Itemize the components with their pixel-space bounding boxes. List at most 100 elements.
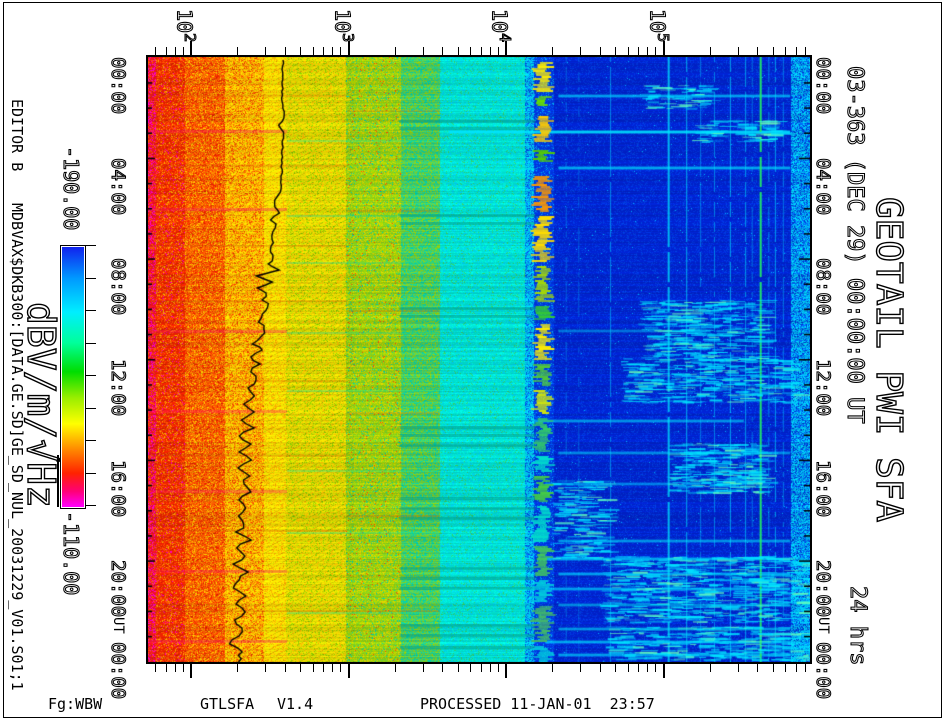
freq-tick-top	[457, 47, 459, 55]
freq-tick-top	[655, 47, 657, 55]
footer-fg: Fg:WBW	[48, 695, 103, 713]
freq-tick-top	[332, 47, 334, 55]
freq-tick-top	[442, 47, 444, 55]
time-label-left-20:00: 20:00	[106, 560, 129, 618]
time-label-right-20:00: 20:00	[811, 560, 834, 618]
time-label-right-12:00: 12:00	[811, 358, 834, 417]
freq-tick-top	[265, 47, 267, 55]
freq-tick-bottom	[615, 664, 617, 672]
time-label-right-16:00: 16:00	[811, 459, 834, 517]
time-label-left-00:00: 00:00	[106, 56, 129, 115]
colorbar-tick	[85, 375, 96, 376]
freq-tick-top	[785, 47, 787, 55]
freq-tick-top	[190, 41, 192, 55]
freq-tick-top	[470, 47, 472, 55]
time-label-left-08:00: 08:00	[106, 258, 129, 316]
freq-tick-bottom	[647, 664, 649, 672]
freq-tick-top	[237, 47, 239, 55]
freq-tick-bottom	[284, 664, 286, 672]
freq-tick-top	[165, 47, 167, 55]
freq-tick-top	[662, 41, 665, 55]
start-time-label: 03-363 (DEC 29) 00:00:00 UT	[841, 65, 867, 424]
editor-label: EDITOR B	[8, 99, 26, 172]
freq-tick-bottom	[737, 664, 739, 672]
freq-tick-top	[709, 47, 711, 55]
freq-tick-bottom	[552, 664, 554, 672]
time-label-left-12:00: 12:00	[106, 358, 129, 417]
freq-tick-top	[647, 47, 649, 55]
freq-tick-bottom	[757, 664, 759, 672]
time-label-left-04:00: 04:00	[106, 157, 129, 215]
freq-tick-bottom	[165, 664, 167, 672]
freq-decade-label-10e3: 103	[329, 8, 357, 43]
freq-tick-bottom	[174, 664, 176, 672]
freq-tick-bottom	[470, 664, 472, 672]
freq-tick-bottom	[662, 664, 665, 678]
colorbar-tick	[85, 505, 96, 506]
freq-tick-top	[394, 47, 396, 55]
colorbar-gradient	[62, 247, 84, 507]
freq-tick-bottom	[300, 664, 302, 672]
footer-processed: PROCESSED 11-JAN-01 23:57	[420, 695, 655, 713]
freq-tick-top	[174, 47, 176, 55]
freq-tick-top	[757, 47, 759, 55]
freq-tick-bottom	[332, 664, 334, 672]
freq-tick-bottom	[394, 664, 396, 672]
freq-tick-bottom	[182, 664, 184, 672]
freq-tick-top	[638, 47, 640, 55]
freq-tick-bottom	[312, 664, 314, 672]
freq-tick-bottom	[497, 664, 499, 672]
freq-tick-bottom	[422, 664, 424, 672]
freq-tick-top	[552, 47, 554, 55]
freq-tick-top	[284, 47, 286, 55]
freq-tick-bottom	[190, 664, 192, 678]
freq-tick-top	[347, 41, 350, 55]
freq-tick-bottom	[709, 664, 711, 672]
time-label-left-16:00: 16:00	[106, 459, 129, 517]
freq-tick-top	[737, 47, 739, 55]
footer-version: V1.4	[277, 695, 314, 713]
freq-tick-top	[599, 47, 601, 55]
colorbar-tick	[85, 342, 96, 344]
colorbar-min-label: -110.00	[58, 510, 83, 596]
freq-tick-bottom	[480, 664, 482, 672]
freq-tick-bottom	[785, 664, 787, 672]
freq-tick-bottom	[505, 664, 507, 678]
freq-tick-bottom	[772, 664, 774, 672]
freq-decade-label-10e2: 102	[172, 8, 200, 43]
freq-tick-top	[480, 47, 482, 55]
colorbar	[60, 245, 86, 509]
page-title: GEOTAIL PWI SFA	[867, 196, 909, 523]
colorbar-tick	[85, 407, 96, 409]
ut-label-left: UT	[110, 617, 126, 634]
freq-tick-bottom	[347, 664, 350, 678]
freq-tick-top	[312, 47, 314, 55]
colorbar-max-label: -190.00	[58, 145, 83, 231]
outer-frame	[3, 2, 942, 718]
freq-tick-bottom	[795, 664, 797, 672]
freq-tick-top	[300, 47, 302, 55]
freq-decade-label-10e5: 105	[644, 8, 672, 43]
freq-tick-bottom	[155, 664, 157, 672]
freq-tick-bottom	[580, 664, 582, 672]
ut-label-right: UT	[815, 617, 831, 634]
time-label-right-00:00: 00:00	[811, 641, 834, 700]
time-label-right-08:00: 08:00	[811, 258, 834, 316]
freq-tick-top	[155, 47, 157, 55]
freq-tick-top	[627, 47, 629, 55]
freq-tick-bottom	[599, 664, 601, 672]
freq-tick-top	[497, 47, 499, 55]
freq-tick-top	[323, 47, 325, 55]
colorbar-unit-label: dBV/m/√Hz	[18, 301, 63, 508]
freq-tick-top	[615, 47, 617, 55]
freq-tick-bottom	[457, 664, 459, 672]
freq-tick-top	[182, 47, 184, 55]
freq-tick-bottom	[442, 664, 444, 672]
freq-tick-top	[489, 47, 491, 55]
freq-tick-bottom	[340, 664, 342, 672]
freq-tick-bottom	[323, 664, 325, 672]
time-label-right-00:00: 00:00	[811, 56, 834, 115]
colorbar-tick	[85, 472, 96, 474]
freq-tick-bottom	[627, 664, 629, 672]
